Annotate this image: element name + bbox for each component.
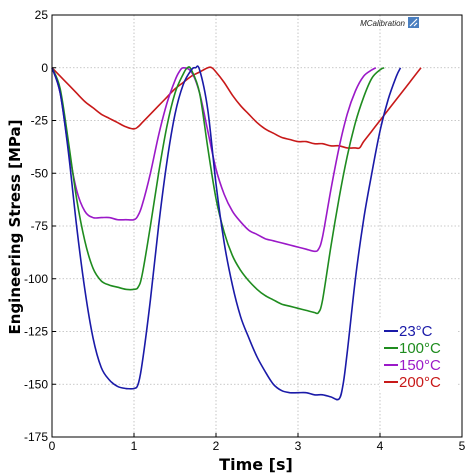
watermark-text: MCalibration — [360, 19, 405, 28]
y-tick-label: -125 — [24, 325, 48, 339]
y-tick-label: -75 — [31, 219, 49, 233]
series-line-23c — [51, 65, 402, 401]
y-tick-label: -150 — [24, 377, 48, 391]
legend-label-23c: 23°C — [399, 323, 433, 340]
x-tick-label: 4 — [377, 439, 384, 453]
legend-label-200c: 200°C — [399, 374, 441, 391]
axis-ticks: 0 1 2 3 4 5 25 0 -25 -50 -75 -100 -125 -150 -175 — [24, 8, 466, 453]
y-axis-title: Engineering Stress [MPa] — [6, 120, 24, 335]
y-tick-label: -100 — [24, 272, 48, 286]
legend-label-100c: 100°C — [399, 340, 441, 357]
logo-mark — [409, 18, 418, 27]
y-tick-label: -175 — [24, 430, 48, 444]
x-tick-label: 1 — [131, 439, 138, 453]
x-tick-label: 2 — [213, 439, 220, 453]
x-tick-label: 5 — [459, 439, 466, 453]
series-lines — [51, 65, 422, 401]
series-line-200c — [51, 66, 422, 150]
watermark: MCalibration — [360, 17, 419, 28]
legend-label-150c: 150°C — [399, 357, 441, 374]
series-line-100c — [51, 66, 385, 315]
y-tick-label: 25 — [35, 8, 49, 22]
y-tick-label: -25 — [31, 114, 49, 128]
y-tick-label: 0 — [41, 61, 48, 75]
x-axis-title: Time [s] — [219, 455, 293, 474]
x-tick-label: 3 — [295, 439, 302, 453]
x-tick-label: 0 — [49, 439, 56, 453]
y-tick-label: -50 — [31, 166, 49, 180]
grid — [52, 15, 462, 437]
